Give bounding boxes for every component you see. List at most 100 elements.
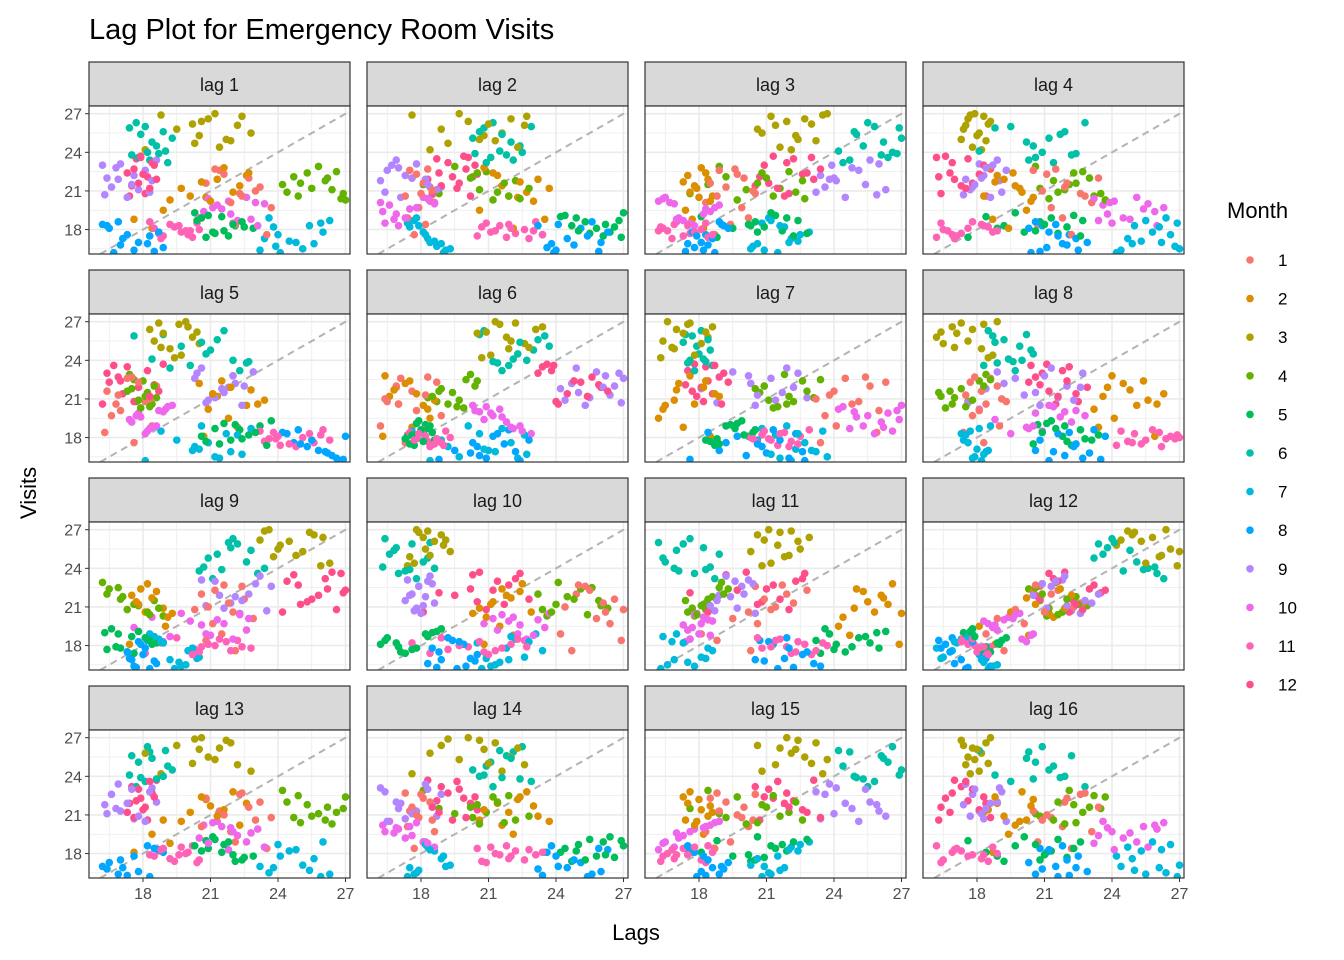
data-point bbox=[394, 804, 403, 813]
data-point bbox=[1081, 782, 1089, 791]
data-point bbox=[177, 817, 186, 826]
data-point bbox=[103, 174, 111, 182]
legend-swatch bbox=[1246, 410, 1254, 419]
data-point bbox=[534, 616, 542, 624]
data-point bbox=[1105, 198, 1114, 207]
data-point bbox=[1051, 424, 1060, 433]
data-point bbox=[701, 169, 710, 177]
data-point bbox=[950, 845, 959, 854]
data-point bbox=[701, 219, 710, 227]
data-point bbox=[163, 762, 172, 770]
data-point bbox=[760, 246, 769, 254]
data-point bbox=[190, 209, 199, 217]
data-point bbox=[789, 232, 798, 240]
data-point bbox=[408, 540, 416, 548]
data-point bbox=[937, 858, 945, 867]
data-point bbox=[410, 230, 419, 239]
data-point bbox=[699, 246, 708, 254]
data-point bbox=[964, 852, 972, 860]
data-point bbox=[504, 581, 513, 589]
data-point bbox=[238, 435, 246, 443]
data-point bbox=[383, 817, 392, 826]
data-point bbox=[471, 382, 479, 390]
panel-border bbox=[366, 313, 629, 463]
data-point bbox=[244, 614, 253, 623]
data-point bbox=[1042, 811, 1051, 819]
data-point bbox=[471, 161, 479, 169]
data-point bbox=[516, 775, 524, 783]
data-point bbox=[495, 658, 504, 667]
data-point bbox=[758, 872, 766, 878]
data-point bbox=[1144, 200, 1152, 208]
data-point bbox=[1130, 429, 1139, 438]
data-point bbox=[103, 221, 111, 230]
data-point bbox=[328, 820, 336, 828]
data-point bbox=[1024, 858, 1033, 867]
data-point bbox=[269, 863, 278, 872]
data-point bbox=[679, 178, 688, 186]
data-point bbox=[1018, 188, 1026, 197]
data-point bbox=[453, 402, 461, 411]
data-point bbox=[1009, 614, 1017, 623]
data-point bbox=[145, 392, 154, 401]
data-point bbox=[866, 382, 874, 390]
data-point bbox=[816, 375, 825, 384]
data-point bbox=[753, 619, 762, 628]
data-point bbox=[217, 565, 226, 574]
data-point bbox=[1148, 228, 1157, 236]
data-point bbox=[226, 543, 235, 552]
data-point bbox=[1117, 862, 1125, 871]
data-point bbox=[143, 842, 152, 850]
data-point bbox=[132, 118, 141, 127]
data-point bbox=[1110, 845, 1119, 854]
data-point bbox=[863, 411, 872, 420]
data-point bbox=[130, 246, 138, 254]
data-point bbox=[475, 127, 484, 136]
data-point bbox=[1141, 436, 1150, 444]
data-point bbox=[957, 319, 966, 327]
data-point bbox=[141, 803, 150, 812]
y-tick-label: 18 bbox=[64, 639, 82, 656]
data-point bbox=[132, 597, 141, 606]
data-point bbox=[224, 599, 233, 607]
data-point bbox=[686, 455, 694, 462]
data-point bbox=[1047, 582, 1056, 591]
data-point bbox=[948, 323, 957, 331]
data-point bbox=[690, 662, 699, 670]
data-point bbox=[1103, 543, 1112, 552]
data-point bbox=[195, 567, 204, 575]
y-tick-label: 21 bbox=[64, 600, 82, 617]
data-point bbox=[957, 135, 966, 144]
data-point bbox=[1051, 577, 1060, 585]
data-point bbox=[749, 579, 757, 588]
data-point bbox=[141, 749, 150, 757]
data-point bbox=[733, 196, 742, 204]
data-point bbox=[713, 596, 721, 605]
data-point bbox=[1150, 207, 1159, 216]
data-point bbox=[484, 650, 493, 659]
data-point bbox=[143, 366, 152, 375]
data-point bbox=[679, 232, 688, 240]
data-point bbox=[197, 422, 206, 430]
data-point bbox=[1099, 817, 1107, 826]
data-point bbox=[381, 787, 389, 796]
data-point bbox=[534, 175, 542, 184]
data-point bbox=[222, 736, 231, 745]
data-point bbox=[1009, 169, 1017, 177]
data-point bbox=[159, 243, 168, 252]
panel-points bbox=[98, 317, 350, 462]
data-point bbox=[213, 812, 222, 821]
data-point bbox=[937, 644, 945, 652]
data-point bbox=[145, 232, 154, 240]
data-point bbox=[863, 118, 872, 127]
y-tick-label: 27 bbox=[64, 731, 82, 748]
data-point bbox=[1042, 419, 1051, 428]
data-point bbox=[1132, 401, 1141, 410]
data-point bbox=[285, 440, 294, 448]
data-point bbox=[511, 447, 520, 456]
data-point bbox=[527, 122, 536, 131]
data-point bbox=[376, 198, 385, 207]
data-point bbox=[1054, 872, 1062, 878]
data-point bbox=[531, 851, 540, 859]
